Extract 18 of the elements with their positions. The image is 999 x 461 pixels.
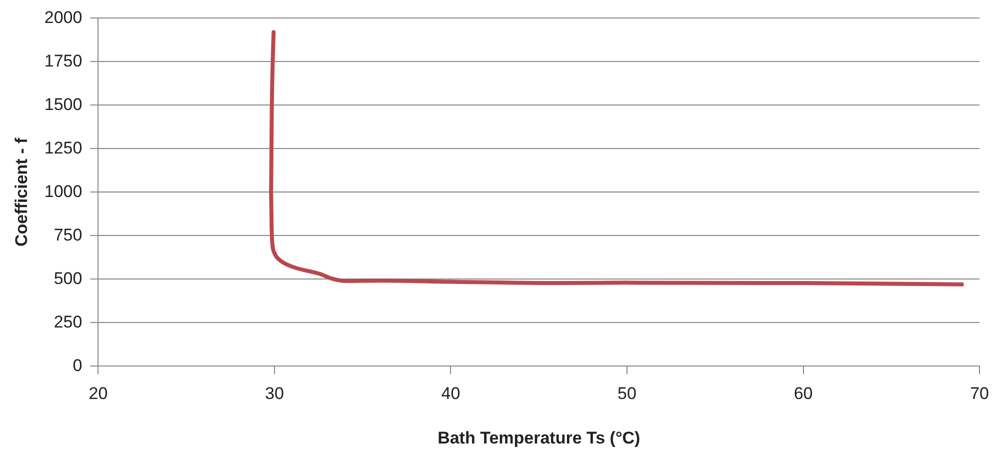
x-tick-label: 40 (441, 384, 460, 404)
y-tick-label: 500 (54, 268, 82, 288)
x-tick-label: 30 (265, 384, 284, 404)
x-axis-title: Bath Temperature Ts (°C) (438, 428, 640, 448)
y-tick-label: 750 (54, 225, 82, 244)
x-tick-label: 60 (794, 384, 813, 404)
y-tick-label: 1250 (44, 138, 82, 158)
y-tick-label: 1000 (44, 182, 82, 201)
y-tick-label: 250 (54, 312, 82, 332)
x-tick-label: 20 (88, 384, 108, 404)
y-tick-label: 0 (72, 356, 82, 375)
y-axis-title: Coefficient - f (12, 138, 31, 247)
y-tick-label: 1500 (44, 94, 82, 114)
y-tick-label: 2000 (44, 8, 82, 27)
y-tick-label: 1750 (44, 51, 82, 70)
line-series (268, 30, 964, 286)
x-tick-label: 70 (970, 384, 990, 404)
x-tick-label: 50 (618, 384, 636, 404)
